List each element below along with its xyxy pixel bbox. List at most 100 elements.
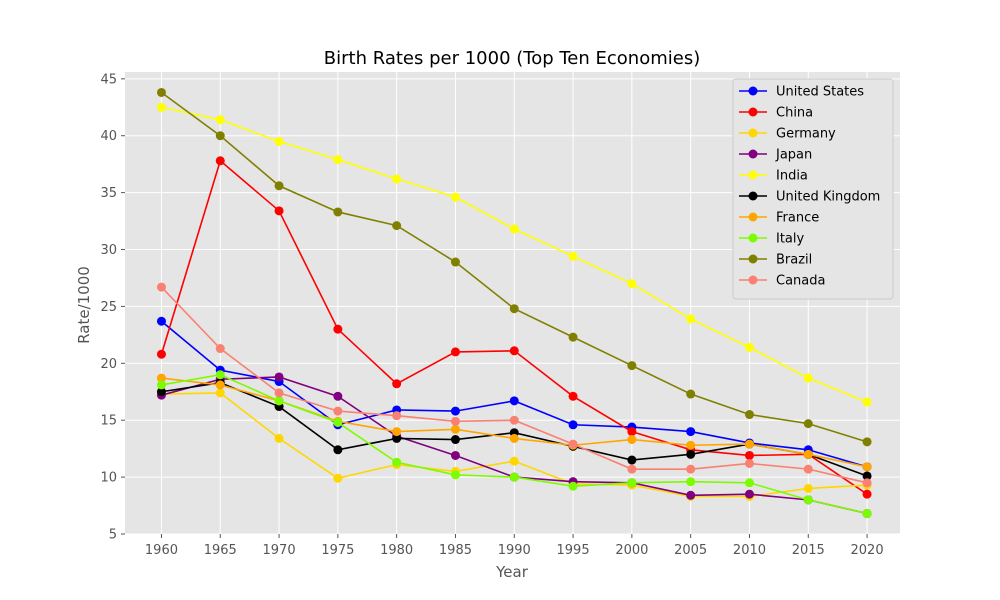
data-point-canada bbox=[627, 464, 637, 474]
data-point-united-states bbox=[686, 427, 696, 437]
data-point-italy bbox=[862, 509, 872, 519]
x-tick-label: 2000 bbox=[615, 543, 648, 558]
axis-ticks: 1960 1965 1970 1975 1980 1985 1990 1995 2000 2005… bbox=[100, 72, 883, 558]
data-point-india bbox=[627, 279, 637, 289]
data-point-italy bbox=[744, 478, 754, 488]
data-point-china bbox=[744, 450, 754, 460]
data-point-brazil bbox=[156, 87, 166, 97]
legend-item: Italy bbox=[739, 232, 805, 247]
series-brazil bbox=[156, 87, 872, 447]
data-point-italy bbox=[274, 396, 284, 406]
data-point-italy bbox=[333, 417, 343, 427]
legend-marker bbox=[748, 149, 758, 159]
legend-label: United States bbox=[776, 85, 864, 100]
legend-box bbox=[732, 78, 894, 300]
legend-label: China bbox=[776, 106, 813, 121]
legend-item: India bbox=[739, 169, 808, 184]
data-point-brazil bbox=[686, 389, 696, 399]
data-point-brazil bbox=[744, 410, 754, 420]
y-tick-label: 40 bbox=[100, 129, 117, 144]
data-point-italy bbox=[156, 380, 166, 390]
data-point-japan bbox=[686, 490, 696, 500]
legend-item: France bbox=[739, 211, 819, 226]
data-point-canada bbox=[803, 464, 813, 474]
data-point-india bbox=[274, 136, 284, 146]
data-point-brazil bbox=[509, 304, 519, 314]
data-point-india bbox=[862, 397, 872, 407]
chart-title: Birth Rates per 1000 (Top Ten Economies) bbox=[324, 48, 700, 69]
legend-marker bbox=[748, 170, 758, 180]
legend-label: Germany bbox=[776, 127, 836, 142]
data-point-china bbox=[862, 489, 872, 499]
data-point-brazil bbox=[333, 207, 343, 217]
legend-marker bbox=[748, 212, 758, 222]
data-point-china bbox=[568, 391, 578, 401]
data-point-united-states bbox=[156, 316, 166, 326]
data-point-brazil bbox=[862, 437, 872, 447]
y-tick-label: 15 bbox=[100, 414, 117, 429]
legend-marker bbox=[748, 275, 758, 285]
x-tick-label: 1995 bbox=[557, 543, 590, 558]
legend-item: Germany bbox=[739, 127, 836, 142]
data-point-united-kingdom bbox=[450, 435, 460, 445]
data-point-italy bbox=[627, 478, 637, 488]
series-india bbox=[156, 102, 872, 407]
data-point-canada bbox=[392, 411, 402, 421]
y-tick-label: 30 bbox=[100, 243, 117, 258]
legend-item: China bbox=[739, 106, 813, 121]
x-tick-label: 1965 bbox=[204, 543, 237, 558]
data-point-germany bbox=[333, 473, 343, 483]
data-point-italy bbox=[568, 481, 578, 491]
data-point-india bbox=[333, 155, 343, 165]
legend-marker bbox=[748, 86, 758, 96]
data-point-india bbox=[450, 192, 460, 202]
x-tick-label: 1975 bbox=[321, 543, 354, 558]
data-point-france bbox=[156, 373, 166, 383]
data-point-india bbox=[744, 342, 754, 352]
data-point-canada bbox=[568, 439, 578, 449]
data-point-china bbox=[627, 427, 637, 437]
data-point-china bbox=[156, 349, 166, 359]
legend-item: Japan bbox=[739, 148, 812, 163]
data-point-canada bbox=[274, 388, 284, 398]
data-point-japan bbox=[744, 489, 754, 499]
data-point-united-kingdom bbox=[627, 455, 637, 465]
x-tick-label: 1990 bbox=[498, 543, 531, 558]
data-point-japan bbox=[450, 450, 460, 460]
data-point-france bbox=[744, 439, 754, 449]
legend-marker bbox=[748, 107, 758, 117]
data-point-italy bbox=[450, 470, 460, 480]
data-point-italy bbox=[803, 495, 813, 505]
data-point-canada bbox=[862, 478, 872, 488]
x-tick-label: 1985 bbox=[439, 543, 472, 558]
data-point-france bbox=[509, 433, 519, 443]
data-point-france bbox=[803, 449, 813, 459]
data-point-united-kingdom bbox=[686, 449, 696, 459]
data-point-canada bbox=[686, 464, 696, 474]
legend-label: Italy bbox=[776, 232, 805, 247]
data-point-italy bbox=[686, 477, 696, 487]
data-point-united-states bbox=[509, 396, 519, 406]
legend-label: United Kingdom bbox=[776, 190, 880, 205]
data-point-france bbox=[215, 380, 225, 390]
data-point-united-states bbox=[450, 406, 460, 416]
data-point-brazil bbox=[215, 131, 225, 141]
data-point-france bbox=[392, 427, 402, 437]
data-point-germany bbox=[803, 483, 813, 493]
y-tick-label: 35 bbox=[100, 186, 117, 201]
legend-label: Canada bbox=[776, 274, 825, 289]
x-tick-label: 1960 bbox=[145, 543, 178, 558]
data-point-united-kingdom bbox=[156, 387, 166, 397]
data-point-india bbox=[156, 102, 166, 112]
legend: United States China Germany Japan India Unite… bbox=[732, 78, 894, 300]
data-point-brazil bbox=[803, 419, 813, 429]
legend-label: France bbox=[776, 211, 819, 226]
legend-marker bbox=[748, 254, 758, 264]
data-point-china bbox=[450, 347, 460, 357]
x-tick-label: 2020 bbox=[851, 543, 884, 558]
data-point-canada bbox=[744, 458, 754, 468]
data-point-italy bbox=[215, 370, 225, 380]
x-tick-label: 1970 bbox=[263, 543, 296, 558]
data-point-india bbox=[215, 115, 225, 125]
data-point-france bbox=[862, 462, 872, 472]
